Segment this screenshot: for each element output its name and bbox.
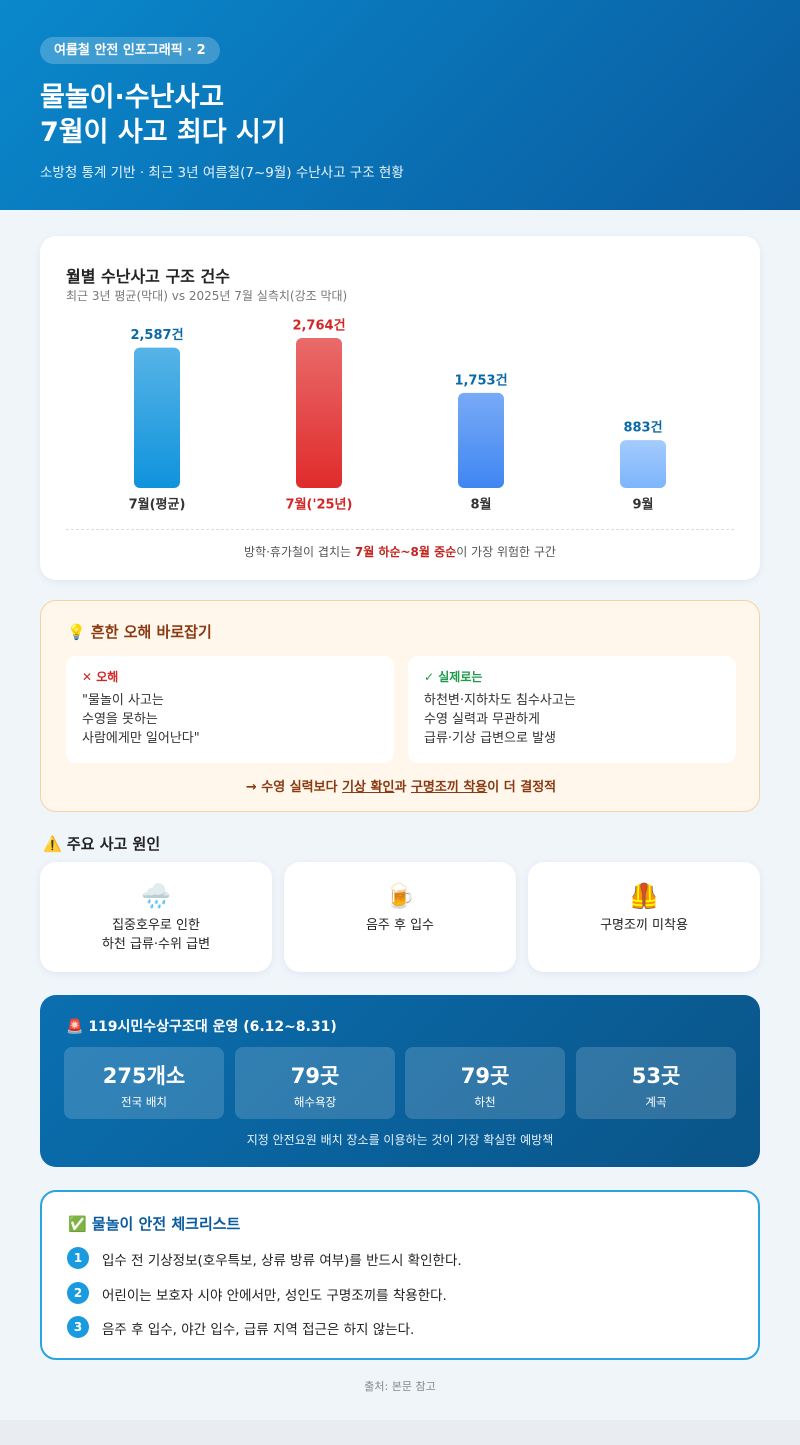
icon: 🦺 <box>629 882 659 910</box>
bar <box>458 392 504 488</box>
rescue-note: 지정 안전요원 배치 장소를 이용하는 것이 가장 확실한 예방책 <box>246 1133 554 1147</box>
icon: ⚠️ <box>43 835 67 853</box>
stat-label: 하천 <box>474 1095 496 1109</box>
rescue-title: 119시민수상구조대 운영 (6.12~8.31) <box>88 1019 337 1035</box>
note-text: 방학·휴가철이 겹치는 <box>244 545 355 559</box>
value-label: 2,587건 <box>130 327 183 343</box>
fact-text: 하천변·지하차도 침수사고는 수영 실력과 무관하게 급류·기상 급변으로 발생 <box>424 693 576 746</box>
note-text: 이 가장 위험한 구간 <box>456 545 556 559</box>
stat-label: 전국 배치 <box>121 1095 167 1109</box>
rescue-title-row: 🚨 119시민수상구조대 운영 (6.12~8.31) <box>66 1016 337 1036</box>
conclusion: → 수영 실력보다 기상 확인과 구명조끼 착용이 더 결정적 <box>41 776 761 795</box>
item-number: 3 <box>67 1316 89 1338</box>
divider <box>66 529 734 530</box>
chart: 2,587건 7월(평균) 2,764건 7월('25년) 1,753건 8월 883건 9월 <box>129 318 666 513</box>
note-emphasis: 7월 하순~8월 중순 <box>354 545 457 559</box>
icon: 🍺 <box>385 882 415 910</box>
icon: 🌧️ <box>141 882 171 910</box>
title-line: 7월이 사고 최다 시기 <box>40 117 286 148</box>
chart-note: 방학·휴가철이 겹치는 7월 하순~8월 중순이 가장 위험한 구간 <box>40 543 760 560</box>
text: → 수영 실력보다 <box>245 780 343 795</box>
cause-text: 음주 후 입수 <box>365 918 435 933</box>
stat-value: 275개소 <box>102 1064 186 1088</box>
label: 실제로는 <box>438 670 483 684</box>
text: 과 <box>394 780 411 795</box>
x-tick-label: 7월(평균) <box>129 497 186 513</box>
emphasis: 구명조끼 착용 <box>410 780 488 795</box>
cause-text: 집중호우로 인한 하천 급류·수위 급변 <box>101 918 211 952</box>
icon: ✓ <box>424 670 439 684</box>
subtitle: 소방청 통계 기반 · 최근 3년 여름철(7~9월) 수난사고 구조 현황 <box>40 165 404 181</box>
x-tick-label: 9월 <box>632 497 653 513</box>
value-label: 883건 <box>623 420 662 436</box>
emphasis: 기상 확인 <box>342 780 395 795</box>
icon: 🚨 <box>66 1019 89 1035</box>
x-tick-label: 8월 <box>470 497 491 513</box>
label: 오해 <box>96 670 119 684</box>
item-text: 입수 전 기상정보(호우특보, 상류 방류 여부)를 반드시 확인한다. <box>102 1253 462 1269</box>
fact-label: ✓ 실제로는 <box>424 668 720 685</box>
chart-title: 월별 수난사고 구조 건수 <box>66 267 230 286</box>
cause-card: 🦺 구명조끼 미착용 <box>528 862 760 972</box>
bar <box>134 347 180 488</box>
myth-title: 흔한 오해 바로잡기 <box>90 623 212 641</box>
bottom-strip <box>0 1420 800 1445</box>
bar <box>296 338 342 488</box>
stat-value: 53곳 <box>631 1064 681 1088</box>
stat-label: 계곡 <box>645 1095 667 1109</box>
footer: 출처: 본문 참고 <box>364 1380 436 1393</box>
title: 물놀이·수난사고 7월이 사고 최다 시기 <box>40 80 286 150</box>
myth-text: "물놀이 사고는 수영을 못하는 사람에게만 일어난다" <box>82 693 200 746</box>
fact-box: ✓ 실제로는 하천변·지하차도 침수사고는 수영 실력과 무관하게 급류·기상 … <box>408 656 736 763</box>
causes-title: 주요 사고 원인 <box>66 835 161 853</box>
x-tick-label: 7월('25년) <box>286 497 353 513</box>
causes-title-row: ⚠️ 주요 사고 원인 <box>43 833 160 854</box>
stat-value: 79곳 <box>290 1064 340 1088</box>
value-label: 2,764건 <box>292 318 345 334</box>
badge: 여름철 안전 인포그래픽 · 2 <box>40 37 220 64</box>
stat-value: 79곳 <box>460 1064 510 1088</box>
stat-label: 해수욕장 <box>293 1095 337 1109</box>
header: 여름철 안전 인포그래픽 · 2 물놀이·수난사고 7월이 사고 최다 시기 소… <box>0 0 800 210</box>
checklist-title: 물놀이 안전 체크리스트 <box>91 1215 241 1233</box>
item-text: 음주 후 입수, 야간 입수, 급류 지역 접근은 하지 않는다. <box>102 1322 415 1338</box>
item-text: 어린이는 보호자 시야 안에서만, 성인도 구명조끼를 착용한다. <box>102 1288 447 1304</box>
item-number: 2 <box>67 1282 89 1304</box>
bar <box>620 440 666 488</box>
myth-title-row: 💡 흔한 오해 바로잡기 <box>67 621 212 642</box>
checklist-title-row: ✅ 물놀이 안전 체크리스트 <box>68 1213 240 1234</box>
value-label: 1,753건 <box>454 372 507 388</box>
chart-subtitle: 최근 3년 평균(막대) vs 2025년 7월 실측치(강조 막대) <box>66 289 348 303</box>
icon: 💡 <box>67 623 91 641</box>
myth-card: 💡 흔한 오해 바로잡기 ✕ 오해 "물놀이 사고는 수영을 못하는 사람에게만… <box>40 600 760 812</box>
chart-card: 월별 수난사고 구조 건수 최근 3년 평균(막대) vs 2025년 7월 실… <box>40 236 760 580</box>
cause-card: 🌧️ 집중호우로 인한 하천 급류·수위 급변 <box>40 862 272 972</box>
title-line: 물놀이·수난사고 <box>40 82 225 113</box>
text: 이 더 결정적 <box>487 780 557 795</box>
cause-text: 구명조끼 미착용 <box>600 918 688 933</box>
icon: ✕ <box>82 670 97 684</box>
myth-label: ✕ 오해 <box>82 668 378 685</box>
myth-box: ✕ 오해 "물놀이 사고는 수영을 못하는 사람에게만 일어난다" <box>66 656 394 763</box>
item-number: 1 <box>67 1247 89 1269</box>
checklist-card: ✅ 물놀이 안전 체크리스트 1 입수 전 기상정보(호우특보, 상류 방류 여… <box>40 1190 760 1360</box>
cause-card: 🍺 음주 후 입수 <box>284 862 516 972</box>
icon: ✅ <box>68 1215 92 1233</box>
